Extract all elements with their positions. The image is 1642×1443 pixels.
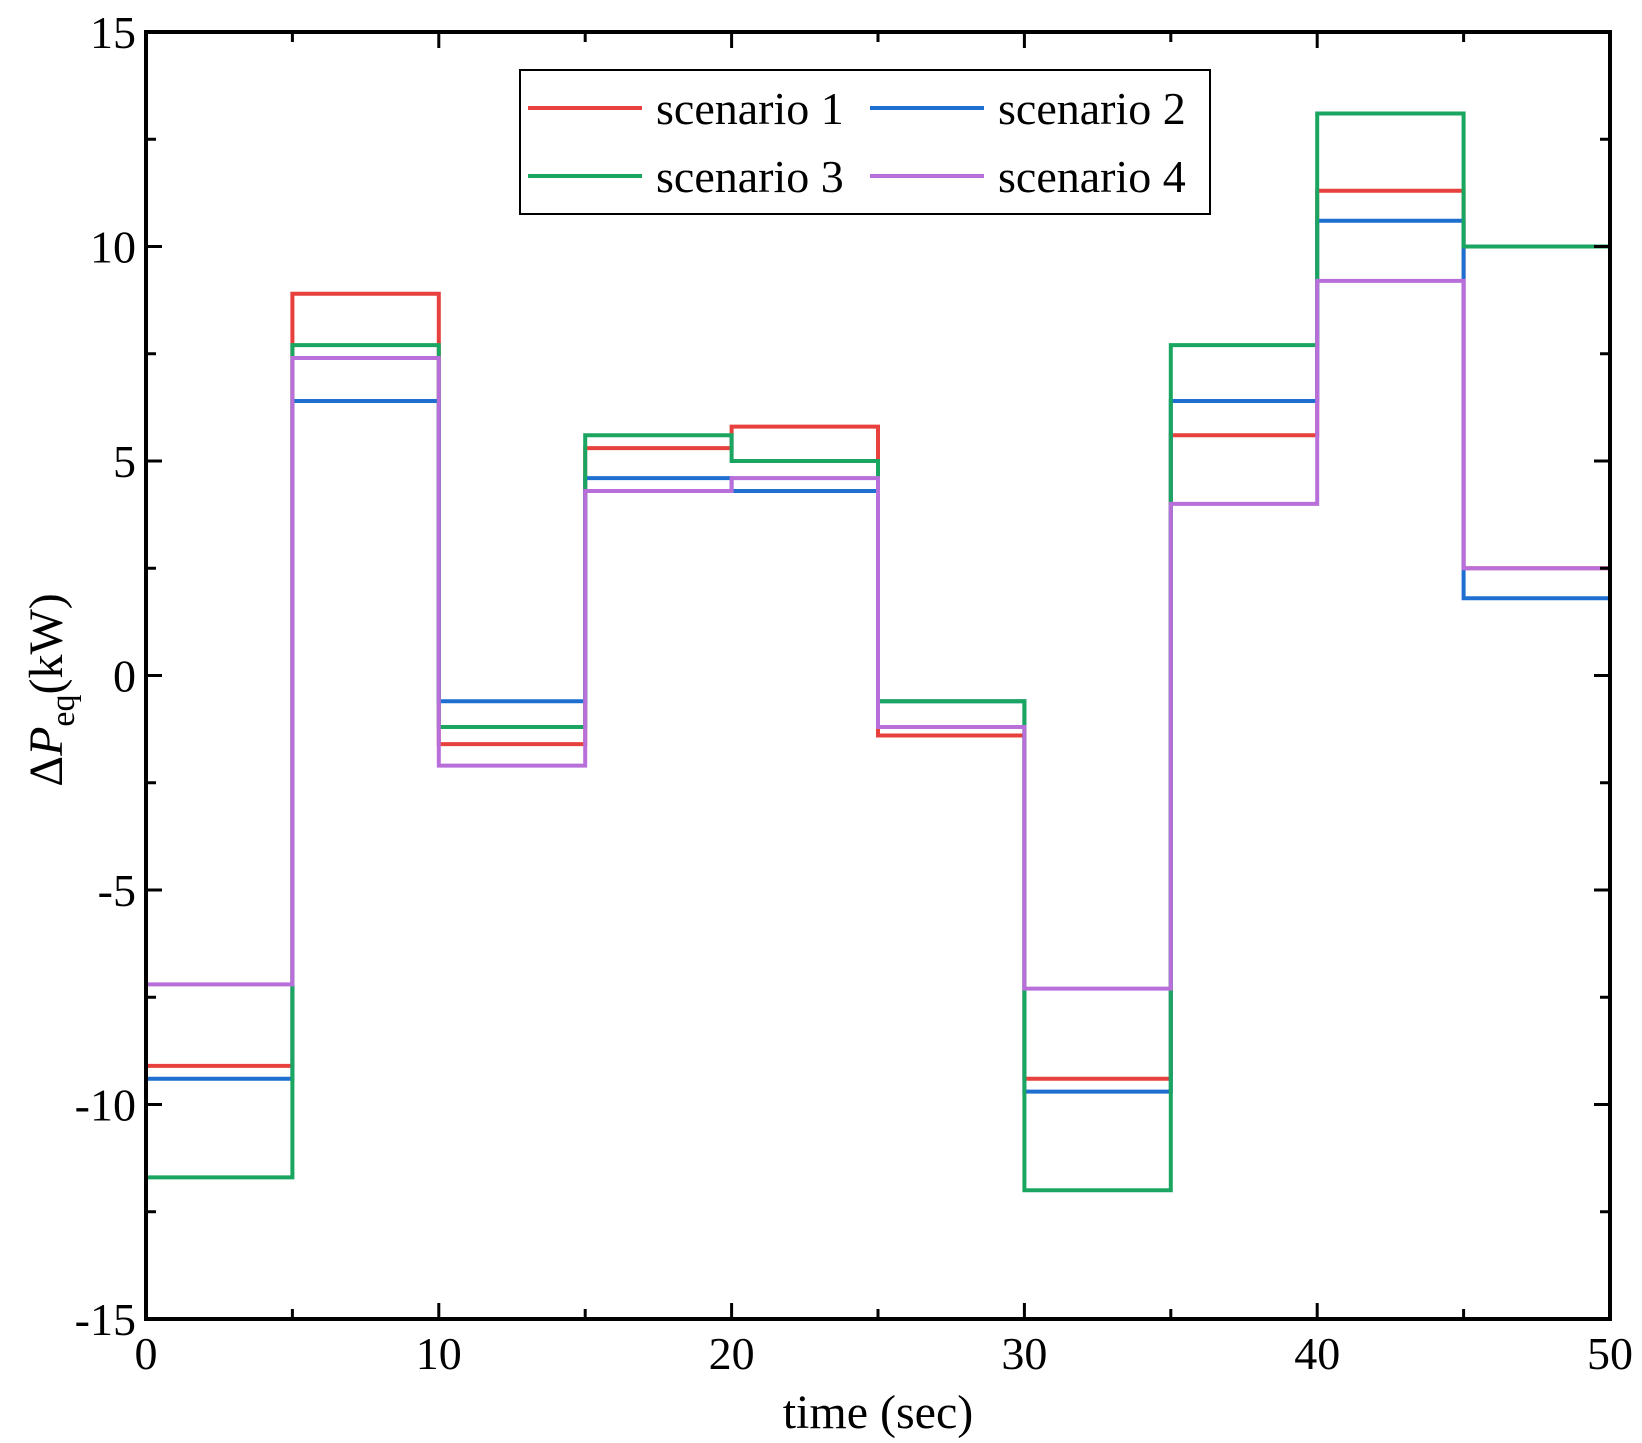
legend-label-scenario-3: scenario 3 [656, 151, 844, 202]
x-tick-label: 10 [416, 1328, 462, 1379]
y-tick-label: 0 [113, 651, 136, 702]
legend-label-scenario-4: scenario 4 [998, 151, 1186, 202]
x-tick-label: 40 [1294, 1328, 1340, 1379]
y-axis-title: ΔPeq(kW) [20, 593, 82, 787]
legend: scenario 1 scenario 2 scenario 3 scenari… [519, 69, 1211, 215]
x-tick-label: 20 [709, 1328, 755, 1379]
x-tick-label: 30 [1001, 1328, 1047, 1379]
y-tick-label: 15 [90, 7, 136, 58]
y-tick-label: -10 [75, 1080, 136, 1131]
tick-layer: 0 10 20 30 40 50 -15 -10 -5 0 5 10 15 [75, 7, 1633, 1379]
series-line-scenario-4 [146, 278, 1610, 991]
series-layer [146, 111, 1610, 1193]
y-axis-subscript: eq [45, 694, 82, 726]
legend-box [519, 69, 1211, 215]
svg-text:ΔPeq(kW): ΔPeq(kW) [20, 593, 82, 787]
y-axis-unit: (kW) [20, 593, 73, 694]
y-tick-label: -5 [98, 865, 136, 916]
y-tick-label: -15 [75, 1294, 136, 1345]
legend-label-scenario-2: scenario 2 [998, 83, 1186, 134]
x-tick-label: 0 [135, 1328, 158, 1379]
x-axis-title: time (sec) [783, 1386, 974, 1439]
y-axis-symbol: P [20, 727, 73, 757]
y-axis-delta: Δ [20, 756, 73, 787]
legend-label-scenario-1: scenario 1 [656, 83, 844, 134]
y-tick-label: 5 [113, 436, 136, 487]
x-tick-label: 50 [1587, 1328, 1633, 1379]
y-tick-label: 10 [90, 222, 136, 273]
